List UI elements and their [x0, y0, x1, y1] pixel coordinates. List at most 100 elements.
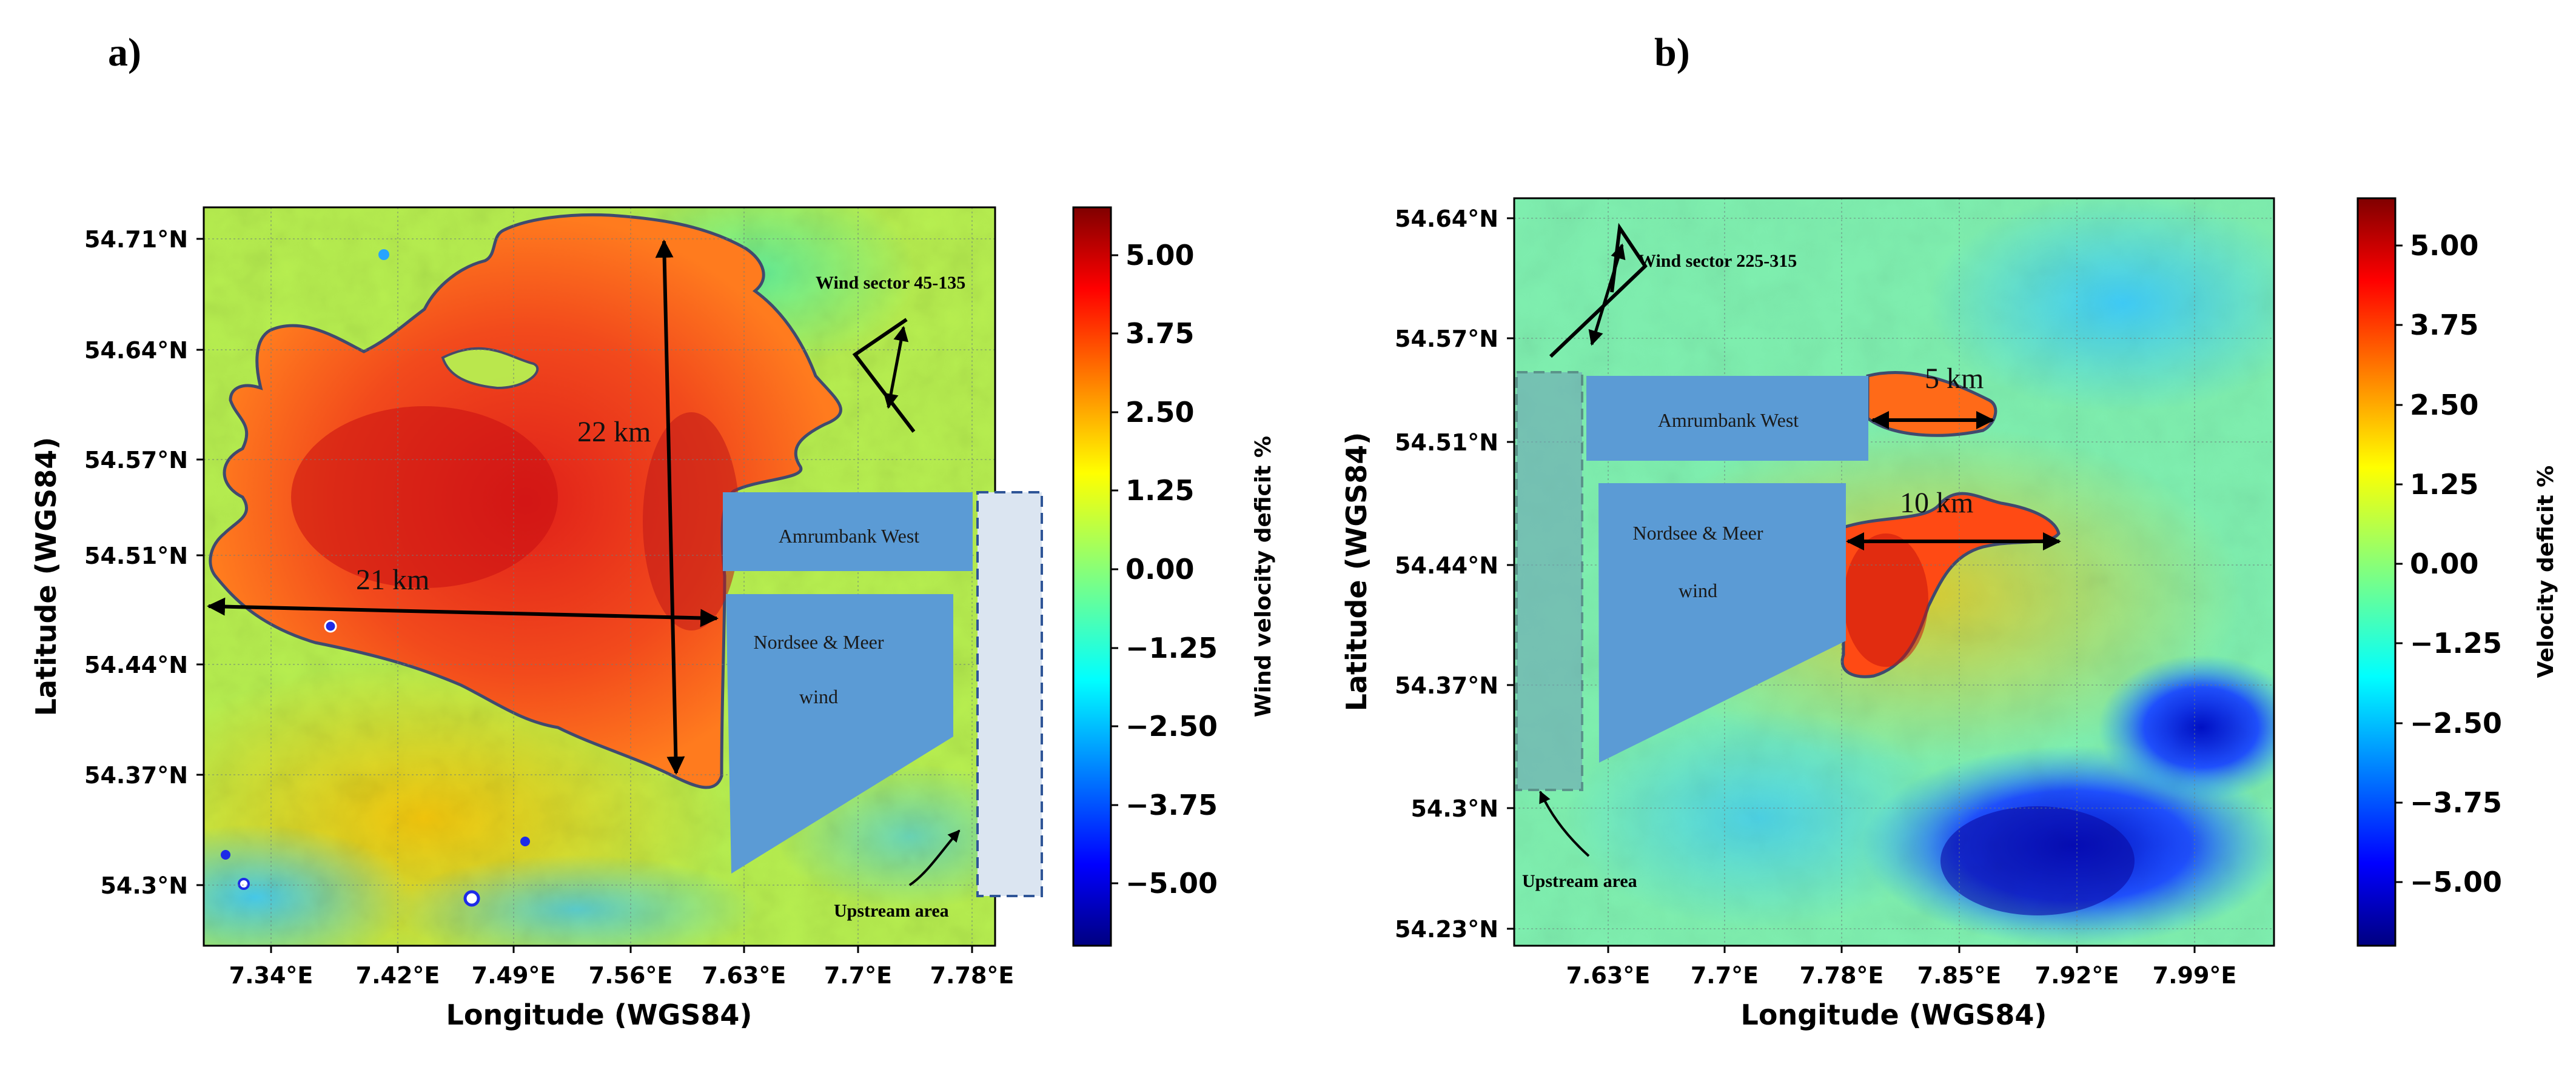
- panel-a-y-tick-labels: 54.71°N 54.64°N 54.57°N 54.51°N 54.44°N …: [84, 226, 188, 899]
- panel-a-cb-label: −2.50: [1125, 710, 1218, 743]
- panel-b-cb-label: 0.00: [2410, 547, 2479, 580]
- panel-a-farm-2-label-line2: wind: [799, 686, 838, 707]
- panel-a-colorbar: [1072, 206, 1112, 947]
- panel-a-y-tick: 54.51°N: [84, 543, 188, 569]
- panel-a-y-tick: 54.37°N: [84, 762, 188, 789]
- panel-b-frame: [1513, 197, 2275, 947]
- panel-a-distance-21km: 21 km: [356, 564, 429, 596]
- panel-b-x-tick: 7.7°E: [1691, 962, 1759, 989]
- panel-b-x-axis-title: Longitude (WGS84): [1741, 998, 2047, 1031]
- panel-a-x-tick: 7.42°E: [356, 962, 440, 989]
- panel-b-cb-label: −3.75: [2410, 786, 2502, 819]
- panel-b-wake-core: [1843, 533, 1928, 667]
- panel-b-cb-label: −5.00: [2410, 866, 2502, 898]
- panel-b-cb-label: −1.25: [2410, 627, 2502, 660]
- panel-a-wind-sector-label: Wind sector 45-135: [816, 273, 965, 293]
- panel-a-upstream-arrow: [908, 829, 961, 886]
- panel-b-distance-5km: 5 km: [1925, 363, 1984, 395]
- panel-b-upstream-arrow: [1539, 791, 1590, 857]
- panel-b-y-axis-title: Latitude (WGS84): [1340, 432, 1373, 712]
- panel-b-wind-sector-label: Wind sector 225-315: [1638, 251, 1797, 271]
- panel-a-y-tick: 54.3°N: [100, 872, 188, 899]
- panel-b-colorbar: [2356, 197, 2397, 947]
- panel-a-cb-label: 3.75: [1125, 317, 1195, 350]
- panel-b-cb-label: 1.25: [2410, 468, 2479, 501]
- panel-b-farm-nordsee: [1598, 483, 1846, 763]
- panel-a-cb-label: 0.00: [1125, 553, 1195, 586]
- panel-b-y-tick: 54.44°N: [1395, 552, 1498, 579]
- panel-a-y-tick: 54.64°N: [84, 337, 188, 364]
- panel-a-y-tick: 54.57°N: [84, 447, 188, 473]
- panel-b-upstream-box: [1515, 371, 1583, 791]
- panel-a-x-tick: 7.49°E: [472, 962, 556, 989]
- panel-b-y-tick: 54.57°N: [1395, 326, 1498, 352]
- panel-b-tick-marks: [1507, 217, 2196, 953]
- panel-b-x-tick-labels: 7.63°E 7.7°E 7.78°E 7.85°E 7.92°E 7.99°E: [1566, 962, 2237, 989]
- panel-b-upstream-label: Upstream area: [1522, 871, 1637, 891]
- panel-a-x-tick-labels: 7.34°E 7.42°E 7.49°E 7.56°E 7.63°E 7.7°E…: [229, 962, 1015, 989]
- panel-a-farm-amrumbank: [723, 492, 973, 571]
- panel-a-cb-label: −5.00: [1125, 867, 1218, 900]
- panel-a-cb-label: 2.50: [1125, 396, 1195, 429]
- panel-a-cb-label: −1.25: [1125, 632, 1218, 664]
- panel-b-farm-amrumbank: [1586, 376, 1868, 461]
- panel-a-arrow-22km: [655, 239, 685, 775]
- panel-b-cb-label: 3.75: [2410, 309, 2479, 341]
- panel-b-y-tick: 54.3°N: [1410, 795, 1498, 822]
- panel-b-x-tick: 7.63°E: [1566, 962, 1651, 989]
- panel-a-x-axis-title: Longitude (WGS84): [446, 998, 753, 1031]
- panel-a-heatmap: [204, 207, 995, 946]
- panel-b-heatmap: [1514, 198, 2274, 946]
- panel-a-upstream-label: Upstream area: [834, 901, 949, 921]
- panel-b-label: b): [1654, 30, 1690, 75]
- panel-b-x-tick: 7.85°E: [1917, 962, 2002, 989]
- panel-a-farm-2-label-line1: Nordsee & Meer: [753, 631, 884, 653]
- panel-a-upstream-box: [976, 491, 1043, 897]
- panel-b-distance-10km: 10 km: [1900, 487, 1973, 519]
- panel-a-colorbar-ticks: [1111, 254, 1118, 884]
- panel-b-colorbar-labels: 5.00 3.75 2.50 1.25 0.00 −1.25 −2.50 −3.…: [2410, 229, 2502, 898]
- panel-b-farm-2-label-line2: wind: [1679, 580, 1717, 601]
- panel-a-colorbar-title: Wind velocity deficit %: [1251, 436, 1276, 717]
- panel-a-wake-core: [291, 406, 558, 588]
- panel-a-x-tick: 7.78°E: [930, 962, 1015, 989]
- panel-a-x-tick: 7.63°E: [702, 962, 787, 989]
- panel-a-x-tick: 7.7°E: [824, 962, 892, 989]
- panel-b-colorbar-title: Velocity deficit %: [2534, 466, 2558, 678]
- panel-b-colorbar-ticks: [2395, 244, 2403, 883]
- panel-b-cb-label: 2.50: [2410, 389, 2479, 421]
- panel-b-y-tick: 54.51°N: [1395, 429, 1498, 456]
- panel-b-cb-label: 5.00: [2410, 229, 2479, 262]
- panel-b-y-tick: 54.37°N: [1395, 672, 1498, 699]
- panel-a-distance-22km: 22 km: [577, 416, 651, 448]
- panel-a-anomaly-2: [463, 890, 480, 907]
- panel-a-cb-label: 5.00: [1125, 239, 1195, 272]
- panel-a-cb-label: −3.75: [1125, 789, 1218, 821]
- panel-b-farm-2-label-line1: Nordsee & Meer: [1632, 522, 1763, 544]
- panel-a-anomaly-4: [378, 249, 389, 260]
- panel-b-y-tick: 54.64°N: [1395, 206, 1498, 232]
- panel-a-farm-1-label: Amrumbank West: [779, 525, 919, 547]
- panel-b-cb-label: −2.50: [2410, 707, 2502, 740]
- panel-a-y-axis-title: Latitude (WGS84): [30, 437, 62, 717]
- panel-a-anomaly-1: [324, 620, 337, 633]
- panel-b-x-tick: 7.78°E: [1800, 962, 1884, 989]
- panel-a-anomaly-3: [238, 878, 250, 890]
- panel-a-cb-label: 1.25: [1125, 474, 1195, 507]
- panel-a-y-tick: 54.44°N: [84, 652, 188, 678]
- panel-b-wind-sector-arrow: [1588, 243, 1626, 346]
- panel-b-x-tick: 7.99°E: [2153, 962, 2237, 989]
- panel-b-x-tick: 7.92°E: [2035, 962, 2119, 989]
- panel-a-y-tick: 54.71°N: [84, 226, 188, 253]
- panel-b-y-tick: 54.23°N: [1395, 916, 1498, 943]
- panel-a-farm-nordsee: [726, 594, 953, 874]
- panel-a-wind-sector-arrow: [883, 326, 909, 409]
- panel-a-colorbar-labels: 5.00 3.75 2.50 1.25 0.00 −1.25 −2.50 −3.…: [1125, 239, 1218, 900]
- panel-b-farm-1-label: Amrumbank West: [1658, 409, 1799, 431]
- panel-a-x-tick: 7.56°E: [589, 962, 673, 989]
- panel-a-anomaly-6: [221, 850, 230, 860]
- panel-a-tick-marks: [196, 238, 973, 953]
- panel-a-anomaly-5: [520, 837, 530, 846]
- panel-a-label: a): [108, 30, 141, 75]
